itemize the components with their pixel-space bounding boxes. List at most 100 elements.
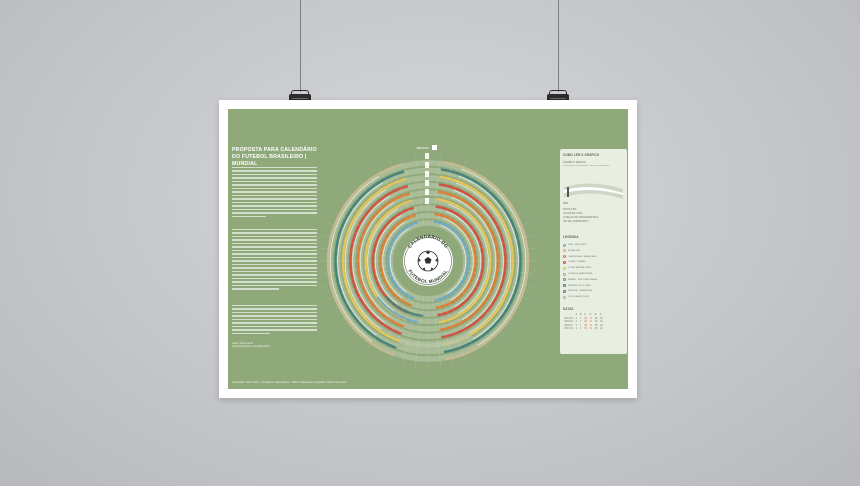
week-tick [389,294,416,363]
legend-swatch-icon [563,284,566,288]
ring-inner-line [389,227,410,293]
intro-paragraph-2 [232,229,317,292]
table-cell: 11 [589,328,592,331]
week-tick [377,292,412,357]
week-tick [432,153,442,226]
week-tick [347,189,402,238]
ring-arc [434,212,477,309]
week-tick [448,290,490,350]
ring-arc [356,192,411,328]
week-tick [463,247,536,257]
table-cell: 2015-16 [564,321,573,324]
legend-label: COPA LIBERTADORES [568,267,592,270]
week-tick [440,159,467,228]
table-cell: 2016-17 [564,324,573,327]
ring-arc [326,163,403,357]
poster-title-line-2: DO FUTEBOL BRASILEIRO | MUNDIAL [232,154,307,167]
ring-arc [379,213,417,307]
table-row: 2015-16 4 7 34 11 15 19 [563,321,604,325]
legend-label: COPA SUL-AMERICANA [568,273,593,275]
legend-item: COPA DO BRASIL [563,260,586,264]
table-cell: E [594,314,597,316]
legend-item: FÉRIAS · PRÉ-TEMPORADA [563,278,597,282]
table-cell: D [589,314,592,316]
table-cell: F [600,314,602,316]
week-tick [402,156,420,227]
week-tick [339,281,399,323]
table-cell: 7 [579,324,582,327]
legend-item: FIFA · SELEÇÕES [563,243,586,247]
table-cell: 34 [584,324,587,327]
week-tick [459,210,524,245]
week-tick [414,153,424,226]
week-tick [366,172,408,232]
week-tick [402,295,420,366]
table-row: 2014-15 4 7 34 11 15 19 [563,318,604,322]
legend-label: ESTADUAIS [568,249,581,252]
week-ticks [320,153,536,369]
ring-inner-line [456,182,512,334]
week-tick [326,273,395,300]
legend-item: COPA LIBERTADORES [563,266,591,270]
week-tick [323,235,394,253]
intro-paragraph-3 [232,305,317,336]
table-row: 2016-17 4 7 34 11 15 19 [563,325,604,329]
table-cell: 34 [584,328,587,331]
binder-clip-left-icon [289,90,311,104]
table-cell: 19 [600,328,603,331]
legend-swatch-icon [563,272,566,276]
semana-label: SEMANA [416,146,429,150]
legend-item: CAMPEONATO BRASILEIRO [563,255,597,259]
table-cell: 15 [594,324,598,327]
week-tick [356,180,405,235]
poster-panel: PROPOSTA PARA CALENDÁRIO DO FUTEBOL BRAS… [228,109,628,389]
bottom-credit: Concepção: Heitor Torres · Consultoria: … [232,381,347,384]
week-tick [459,277,524,312]
week-tick [462,269,533,287]
week-column-marker [425,153,429,159]
note-fim-campeonato: FIM DE CAMPEONATO [563,220,589,223]
table-cell: 11 [589,321,592,324]
ring-inner-line [443,218,474,301]
note-datas-fifa: DATAS FIFA [563,208,577,211]
binder-clip-right-icon [547,90,569,104]
table-cell: 15 [594,321,598,324]
legend-swatch-icon [563,278,566,282]
legend-label: CAMPEONATO BRASILEIRO [568,255,598,258]
ring-arc [385,295,424,317]
week-tick [332,210,397,245]
week-tick [432,296,442,369]
table-cell: 11 [589,324,592,327]
table-cell: 11 [589,317,592,320]
calendar-wheel: CALENDÁRIO DO FUTEBOL MUNDIAL SEMANA [320,145,536,369]
ring-arc [436,197,492,324]
legend-title: LEGENDA [563,235,579,239]
legend-swatch-icon [563,295,566,299]
ring-arc [433,220,470,302]
ring-arc [386,221,418,300]
week-column-marker [425,162,429,168]
sample-label: EXEMPLO: SEMANA [563,161,586,164]
legend-swatch-icon [563,243,566,247]
ring-inner-line [367,208,399,311]
week-tick [440,294,467,363]
legend-item: COPA SUL-AMERICANA [563,272,593,276]
note-jogos-copa: JOGOS DE COPA [563,212,583,215]
ring-inner-line [352,195,391,323]
week-tick [461,222,530,249]
week-tick [366,290,408,350]
ring-inner-line [451,196,497,321]
table-cell: 19 [600,321,603,324]
ring-inner-line [453,189,504,327]
ring-inner-line [448,204,489,314]
week-tick [323,269,394,287]
week-column-marker [425,198,429,204]
week-tick [451,287,500,342]
week-tick [320,247,393,257]
ring-inner-line [382,221,406,299]
week-tick [451,180,500,235]
calendar-rings [326,160,530,362]
semana-marker [432,145,437,150]
author-site: www.heitortorres.com/calendario [232,345,270,348]
